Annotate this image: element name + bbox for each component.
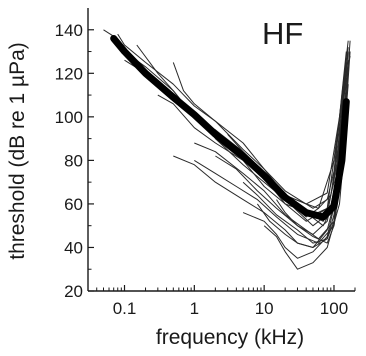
y-tick-label: 80	[64, 151, 83, 170]
individual-threshold-line-5	[157, 73, 347, 222]
individual-threshold-line-2	[117, 33, 349, 209]
x-tick-label: 10	[255, 299, 274, 318]
y-axis-label: threshold (dB re 1 µPa)	[6, 42, 29, 260]
y-tick-label: 140	[55, 21, 83, 40]
panel-label: HF	[262, 16, 303, 51]
individual-threshold-line-13	[227, 77, 347, 209]
individual-threshold-line-17	[263, 127, 347, 270]
individual-threshold-line-4	[136, 44, 347, 205]
mean-threshold-line	[110, 35, 350, 221]
mean-line-group	[110, 35, 350, 221]
plot-area: 0.1 1 10 100 20 40 60 80 100 120 140	[55, 8, 356, 318]
x-axis-label: frequency (kHz)	[156, 326, 304, 349]
individual-threshold-line-14	[242, 116, 347, 259]
x-ticks: 0.1 1 10 100	[87, 285, 356, 318]
y-tick-label: 100	[55, 108, 83, 127]
x-tick-label: 0.1	[113, 299, 137, 318]
x-tick-label: 1	[190, 299, 199, 318]
x-tick-label: 100	[320, 299, 348, 318]
y-tick-label: 120	[55, 64, 83, 83]
y-ticks: 20 40 60 80 100 120 140	[55, 21, 94, 301]
y-tick-label: 40	[64, 238, 83, 257]
y-tick-label: 60	[64, 195, 83, 214]
y-tick-label: 20	[64, 282, 83, 301]
individual-threshold-line-7	[173, 77, 347, 248]
